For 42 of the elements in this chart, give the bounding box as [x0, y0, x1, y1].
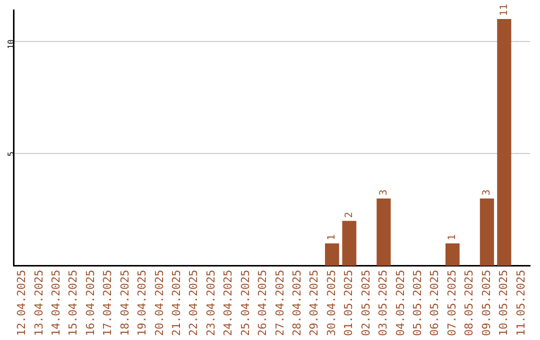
x-tick-label: 20.04.2025 [152, 270, 166, 336]
x-tick-label: 14.04.2025 [49, 270, 62, 336]
x-tick-label: 02.05.2025 [359, 270, 372, 336]
x-tick-label: 23.04.2025 [204, 270, 218, 336]
x-tick-label: 19.04.2025 [136, 270, 149, 336]
x-tick-label: 17.04.2025 [101, 270, 114, 336]
data-label: 3 [378, 189, 390, 196]
data-label: 1 [326, 234, 338, 240]
x-tick-label: 28.04.2025 [290, 270, 304, 336]
x-tick-label: 25.04.2025 [238, 270, 252, 336]
x-tick-label: 24.04.2025 [222, 270, 235, 336]
x-tick-label: 09.05.2025 [480, 270, 493, 336]
x-tick-label: 04.05.2025 [394, 270, 407, 336]
x-tick-label: 05.05.2025 [410, 270, 424, 336]
bar [480, 198, 494, 266]
data-label: 2 [344, 212, 355, 218]
x-tick-label: 16.04.2025 [84, 270, 97, 336]
x-tick-label: 01.05.2025 [342, 270, 356, 336]
x-tick-label: 15.04.2025 [66, 270, 80, 336]
x-tick-label: 03.05.2025 [376, 270, 390, 336]
x-tick-label: 07.05.2025 [445, 270, 458, 336]
x-tick-label: 27.04.2025 [273, 270, 286, 336]
x-tick-label: 29.04.2025 [308, 270, 321, 336]
data-label: 1 [447, 234, 458, 240]
bar [445, 243, 460, 266]
bar [324, 243, 340, 266]
x-tick-label: 10.05.2025 [497, 270, 510, 336]
x-tick-label: 26.04.2025 [256, 270, 270, 336]
x-tick-label: 30.04.2025 [324, 270, 338, 336]
x-tick-label: 13.04.2025 [32, 270, 46, 336]
x-tick-label: 06.05.2025 [428, 270, 442, 336]
x-tick-label: 18.04.2025 [118, 270, 132, 336]
bar [376, 198, 391, 266]
x-tick-label: 21.04.2025 [170, 270, 183, 336]
x-tick-label: 11.05.2025 [514, 270, 528, 336]
bar [497, 18, 512, 266]
bar [342, 220, 356, 266]
x-tick-label: 22.04.2025 [187, 270, 200, 336]
data-label: 11 [498, 4, 510, 16]
data-label: 3 [482, 189, 493, 196]
x-tick-label: 12.04.2025 [15, 270, 28, 336]
x-tick-label: 08.05.2025 [462, 270, 476, 336]
